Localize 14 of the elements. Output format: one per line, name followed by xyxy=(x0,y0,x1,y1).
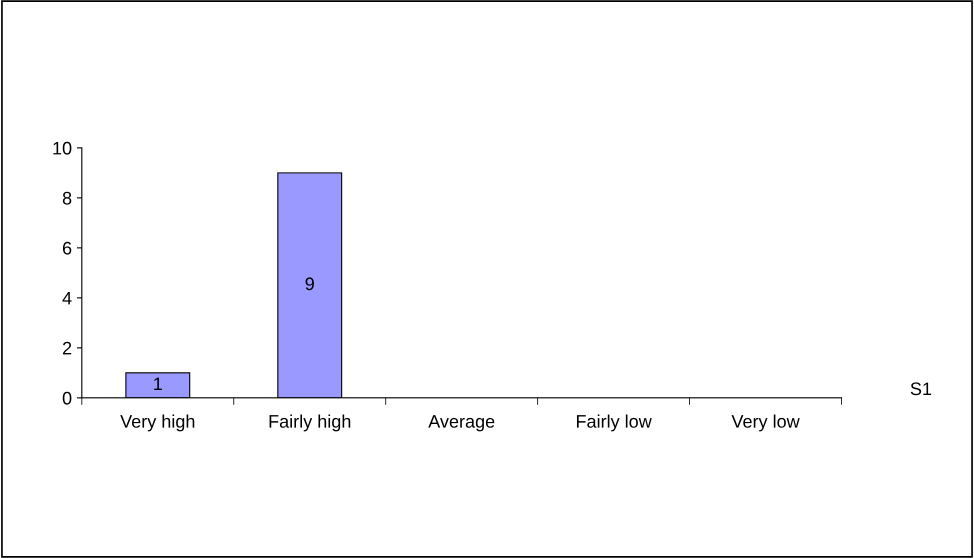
y-tick-label: 4 xyxy=(62,292,72,304)
data-label: 1 xyxy=(154,378,162,390)
y-tick-label: 10 xyxy=(53,142,72,155)
text: S1 xyxy=(910,382,932,396)
x-tick-label: Average xyxy=(428,415,494,432)
data-label: 9 xyxy=(306,277,314,290)
y-tick-label: 0 xyxy=(62,392,72,405)
x-tick-label: Fairly high xyxy=(270,414,350,432)
x-tick-label: Very high xyxy=(120,414,194,432)
x-tick-label: Very low xyxy=(732,414,800,432)
y-tick-label: 8 xyxy=(62,192,72,205)
x-tick-label: Fairly low xyxy=(576,414,652,432)
y-tick-label: 2 xyxy=(62,342,72,354)
y-tick-label: 6 xyxy=(62,242,72,255)
